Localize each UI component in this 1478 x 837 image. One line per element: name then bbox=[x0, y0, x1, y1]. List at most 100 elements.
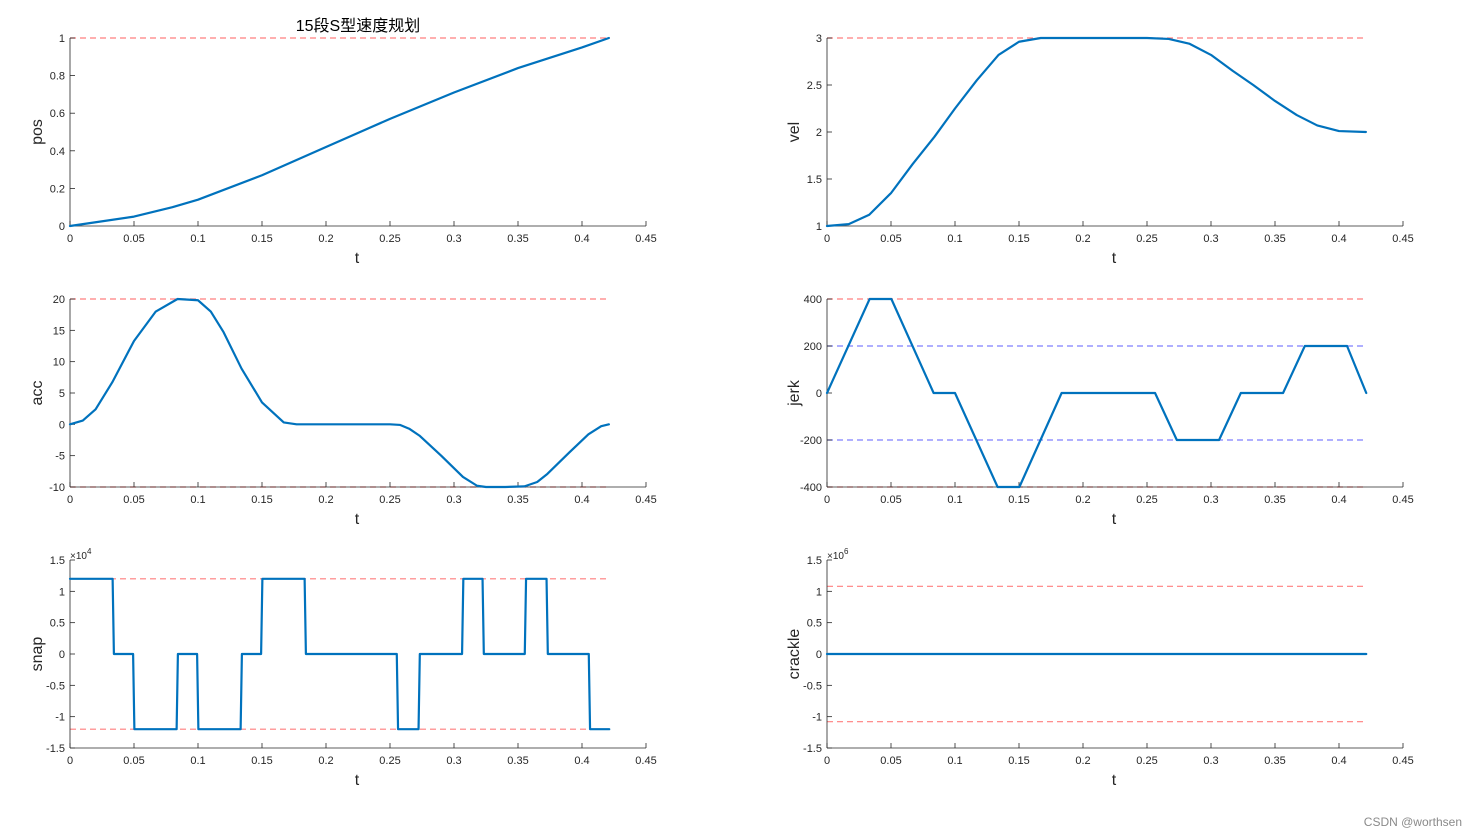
y-tick-label: 0.5 bbox=[807, 618, 822, 630]
x-tick-label: 0.35 bbox=[1264, 233, 1285, 245]
series-line-jerk bbox=[825, 297, 1368, 489]
x-tick-label: 0.15 bbox=[1008, 755, 1029, 767]
series-line-vel bbox=[825, 36, 1367, 228]
x-tick-label: 0.1 bbox=[190, 755, 205, 767]
subplot-acc: 0 0.05 0.1 0.15 0.2 0.25 0.3 0.35 0.4 0.45 -10 -5 0 5… bbox=[29, 294, 657, 528]
x-tick-label: 0 bbox=[824, 755, 830, 767]
x-axis-label: t bbox=[355, 772, 360, 789]
y-tick-label: -5 bbox=[55, 451, 65, 463]
x-tick-label: 0.4 bbox=[1331, 494, 1346, 506]
y-tick-label: 20 bbox=[53, 294, 65, 306]
y-exponent-power: 4 bbox=[87, 547, 92, 556]
y-exponent-label: ×106 bbox=[827, 547, 849, 562]
x-tick-label: 0.25 bbox=[1136, 494, 1157, 506]
subplot-snap: 0 0.05 0.1 0.15 0.2 0.25 0.3 0.35 0.4 0.45 -1.5 -1 -… bbox=[29, 547, 657, 789]
y-tick-label: -10 bbox=[49, 482, 65, 494]
x-tick-label: 0.3 bbox=[1203, 755, 1218, 767]
y-tick-label: 0.4 bbox=[50, 146, 65, 158]
x-tick-label: 0.4 bbox=[1331, 755, 1346, 767]
x-tick-label: 0.3 bbox=[1203, 233, 1218, 245]
y-axis-label: vel bbox=[786, 122, 803, 142]
y-tick-label: 1 bbox=[59, 33, 65, 45]
x-tick-label: 0.2 bbox=[318, 233, 333, 245]
y-tick-label: 0 bbox=[59, 649, 65, 661]
y-tick-label: 1.5 bbox=[807, 555, 822, 567]
x-tick-label: 0.1 bbox=[947, 755, 962, 767]
y-tick-label: -400 bbox=[800, 482, 822, 494]
x-tick-label: 0.2 bbox=[318, 755, 333, 767]
y-tick-label: 1.5 bbox=[807, 174, 822, 186]
y-tick-label: -1.5 bbox=[803, 743, 822, 755]
y-axis-label: acc bbox=[29, 381, 46, 406]
y-tick-label: 1 bbox=[59, 586, 65, 598]
y-exponent-power: 6 bbox=[844, 547, 849, 556]
subplot-vel: 0 0.05 0.1 0.15 0.2 0.25 0.3 0.35 0.4 0.45 1 1.5 2 2.… bbox=[786, 33, 1414, 267]
x-tick-label: 0.4 bbox=[574, 755, 589, 767]
x-tick-label: 0.3 bbox=[446, 494, 461, 506]
x-tick-label: 0.2 bbox=[318, 494, 333, 506]
x-tick-label: 0.05 bbox=[880, 233, 901, 245]
x-tick-label: 0.05 bbox=[123, 233, 144, 245]
y-tick-label: 0 bbox=[816, 388, 822, 400]
x-tick-label: 0.1 bbox=[947, 494, 962, 506]
y-axis-label: jerk bbox=[786, 379, 803, 407]
x-tick-label: 0.15 bbox=[1008, 494, 1029, 506]
x-tick-label: 0.25 bbox=[1136, 233, 1157, 245]
x-axis-label: t bbox=[355, 250, 360, 267]
y-tick-label: 0.2 bbox=[50, 183, 65, 195]
y-tick-label: 1 bbox=[816, 586, 822, 598]
x-tick-label: 0.4 bbox=[1331, 233, 1346, 245]
x-tick-label: 0.45 bbox=[1392, 494, 1413, 506]
y-axis-label: pos bbox=[29, 119, 46, 145]
y-tick-label: 1.5 bbox=[50, 555, 65, 567]
series-line-snap bbox=[68, 577, 611, 731]
y-tick-label: 5 bbox=[59, 388, 65, 400]
x-tick-label: 0.45 bbox=[635, 494, 656, 506]
x-tick-label: 0.15 bbox=[1008, 233, 1029, 245]
y-tick-label: 0 bbox=[59, 419, 65, 431]
x-tick-label: 0 bbox=[824, 233, 830, 245]
y-tick-label: 200 bbox=[804, 341, 822, 353]
subplot-crackle: 0 0.05 0.1 0.15 0.2 0.25 0.3 0.35 0.4 0.45 -1.5 -1 -… bbox=[786, 547, 1414, 789]
x-tick-label: 0.45 bbox=[635, 755, 656, 767]
x-tick-label: 0.05 bbox=[880, 494, 901, 506]
y-axis-label: snap bbox=[29, 637, 46, 672]
subplot-jerk: 0 0.05 0.1 0.15 0.2 0.25 0.3 0.35 0.4 0.45 -400 -20… bbox=[786, 294, 1414, 528]
x-tick-label: 0.05 bbox=[123, 494, 144, 506]
x-tick-label: 0.3 bbox=[1203, 494, 1218, 506]
x-axis-label: t bbox=[1112, 250, 1117, 267]
x-tick-label: 0.4 bbox=[574, 233, 589, 245]
x-tick-label: 0.35 bbox=[507, 755, 528, 767]
y-tick-label: 2.5 bbox=[807, 80, 822, 92]
y-tick-label: 0.8 bbox=[50, 71, 65, 83]
x-tick-label: 0.45 bbox=[1392, 233, 1413, 245]
y-exponent-label: ×104 bbox=[70, 547, 92, 562]
x-tick-label: 0.1 bbox=[947, 233, 962, 245]
y-tick-label: 0 bbox=[59, 221, 65, 233]
y-tick-label: 400 bbox=[804, 294, 822, 306]
x-tick-label: 0 bbox=[67, 755, 73, 767]
x-tick-label: 0.4 bbox=[574, 494, 589, 506]
x-axis-label: t bbox=[355, 511, 360, 528]
x-tick-label: 0.25 bbox=[379, 755, 400, 767]
series-line-pos bbox=[68, 36, 610, 228]
x-tick-label: 0.25 bbox=[379, 494, 400, 506]
y-tick-label: -1 bbox=[812, 712, 822, 724]
y-tick-label: -1.5 bbox=[46, 743, 65, 755]
x-tick-label: 0.25 bbox=[379, 233, 400, 245]
y-tick-label: -1 bbox=[55, 712, 65, 724]
x-tick-label: 0.2 bbox=[1075, 755, 1090, 767]
y-tick-label: 2 bbox=[816, 127, 822, 139]
x-tick-label: 0.05 bbox=[880, 755, 901, 767]
watermark: CSDN @worthsen bbox=[1363, 815, 1462, 829]
y-tick-label: -0.5 bbox=[803, 680, 822, 692]
x-tick-label: 0 bbox=[67, 494, 73, 506]
figure-title: 15段S型速度规划 bbox=[296, 17, 420, 35]
x-tick-label: 0 bbox=[824, 494, 830, 506]
x-tick-label: 0.45 bbox=[635, 233, 656, 245]
y-tick-label: 1 bbox=[816, 221, 822, 233]
y-tick-label: 0 bbox=[816, 649, 822, 661]
x-tick-label: 0.1 bbox=[190, 494, 205, 506]
x-axis-label: t bbox=[1112, 511, 1117, 528]
